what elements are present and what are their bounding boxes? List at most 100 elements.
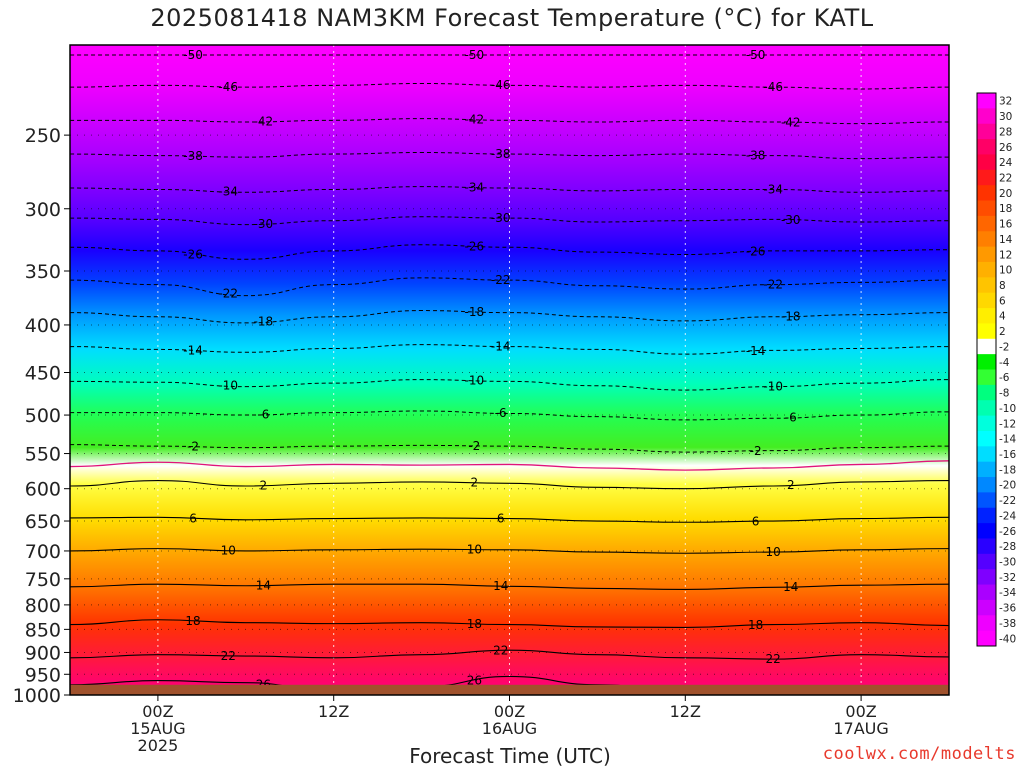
colorbar-label: 24: [999, 157, 1013, 169]
colorbar-label: -4: [999, 357, 1010, 369]
x-tick-label: 12Z: [670, 702, 701, 721]
contour-label: -2: [750, 444, 762, 458]
contour-label: -2: [187, 440, 199, 454]
contour-label: -22: [491, 273, 511, 287]
contour-label: 6: [497, 511, 505, 525]
contour-label: -38: [183, 149, 203, 163]
colorbar-swatch: [977, 93, 996, 109]
colorbar-label: 22: [999, 172, 1012, 184]
colorbar: 32 30 28 26 24 22 20 18 16 14 12 10 8 6 4 2 -2 -4 -6 -8 -10 -…: [976, 92, 1016, 647]
contour-label: -30: [491, 211, 511, 225]
contour-label: -26: [183, 247, 203, 261]
contour-label: -18: [781, 309, 801, 323]
colorbar-label: -14: [999, 434, 1016, 446]
contour-label: 22: [493, 644, 508, 658]
y-tick-label: 900: [25, 642, 61, 664]
y-axis: 2503003504004505005506006507007508008509…: [13, 125, 70, 707]
contour-label: 14: [783, 580, 798, 594]
colorbar-swatch: [977, 185, 996, 202]
colorbar-swatch: [977, 446, 996, 463]
x-tick-label: 17AUG: [833, 719, 888, 738]
colorbar-label: 18: [999, 203, 1012, 215]
contour-label: 10: [766, 545, 781, 559]
x-tick-label: 00Z: [494, 702, 525, 721]
colorbar-swatch: [977, 415, 996, 432]
contour-label: -34: [465, 180, 485, 194]
colorbar-swatch: [977, 384, 996, 401]
colorbar-swatch: [977, 215, 996, 232]
colorbar-label: 14: [999, 234, 1013, 246]
contour-label: -34: [763, 182, 783, 196]
contour-line: [70, 516, 949, 523]
contour-line: [70, 244, 949, 260]
contour-label: -46: [491, 78, 511, 92]
colorbar-label: 4: [999, 311, 1006, 323]
colorbar-swatch: [977, 477, 996, 493]
colorbar-swatch: [977, 246, 996, 263]
contour-layer: -50 -50 -50 -46 -46 -46 -42 -42 -42 -38 -38 -38 -34 -…: [70, 48, 949, 695]
contour-label: 22: [766, 652, 781, 666]
colorbar-swatch: [977, 338, 996, 355]
y-tick-label: 950: [25, 664, 61, 686]
y-tick-label: 300: [25, 199, 61, 221]
contour-label: 18: [748, 618, 763, 632]
plot-area: -50 -50 -50 -46 -46 -46 -42 -42 -42 -38 -38 -38 -34 -…: [70, 45, 949, 695]
colorbar-label: -40: [999, 633, 1016, 645]
colorbar-label: -20: [999, 480, 1016, 492]
ground-below-surface: [70, 684, 949, 695]
colorbar-label: -24: [999, 510, 1016, 522]
contour-label: -42: [254, 115, 274, 129]
contour-label: -10: [465, 374, 485, 388]
contour-label: -6: [495, 406, 507, 420]
contour-label: -50: [465, 48, 485, 62]
colorbar-swatch: [977, 154, 996, 171]
colorbar-swatch: [977, 169, 996, 186]
contour-label: 2: [260, 478, 268, 492]
colorbar-swatch: [977, 430, 996, 447]
x-tick-label: 00Z: [142, 702, 173, 721]
contour-label: -6: [257, 408, 269, 422]
contour-line: [70, 548, 949, 554]
colorbar-label: 30: [999, 111, 1012, 123]
contour-label: -26: [465, 239, 485, 253]
contour-line: [70, 649, 949, 660]
contour-label: -2: [468, 439, 480, 453]
contour-label: -38: [746, 148, 766, 162]
colorbar-swatch: [977, 400, 996, 417]
colorbar-label: 12: [999, 249, 1012, 261]
contour-line: [70, 583, 949, 590]
chart-title: 2025081418 NAM3KM Forecast Temperature (…: [150, 4, 874, 32]
colorbar-label: -12: [999, 418, 1016, 430]
contour-label: -38: [491, 147, 511, 161]
x-tick-label: 12Z: [318, 702, 349, 721]
contour-label: -42: [465, 113, 485, 127]
colorbar-label: -22: [999, 495, 1016, 507]
colorbar-label: -16: [999, 449, 1016, 461]
colorbar-swatch: [977, 108, 996, 125]
x-axis-label: Forecast Time (UTC): [409, 744, 611, 768]
colorbar-label: -30: [999, 557, 1016, 569]
contour-label: -30: [781, 213, 801, 227]
colorbar-swatch: [977, 277, 996, 294]
contour-label: -46: [218, 80, 238, 94]
y-tick-label: 800: [25, 595, 61, 617]
contour-label: -50: [183, 48, 203, 62]
contour-label: 10: [221, 543, 236, 557]
contour-label: 18: [185, 614, 200, 628]
colorbar-swatch: [977, 261, 996, 278]
contour-label: -18: [254, 315, 274, 329]
colorbar-swatch: [977, 292, 996, 309]
colorbar-swatch: [977, 584, 996, 601]
credit-text: coolwx.com/modelts: [822, 744, 1016, 764]
y-tick-label: 550: [25, 444, 61, 466]
colorbar-swatch: [977, 369, 996, 386]
colorbar-label: -38: [999, 618, 1016, 630]
contour-label: 6: [752, 514, 760, 528]
colorbar-label: 10: [999, 265, 1012, 277]
colorbar-frame: [976, 92, 997, 647]
contour-label: -22: [763, 278, 783, 292]
colorbar-swatch: [977, 231, 996, 248]
colorbar-label: 8: [999, 280, 1006, 292]
contour-label: -34: [218, 185, 238, 199]
